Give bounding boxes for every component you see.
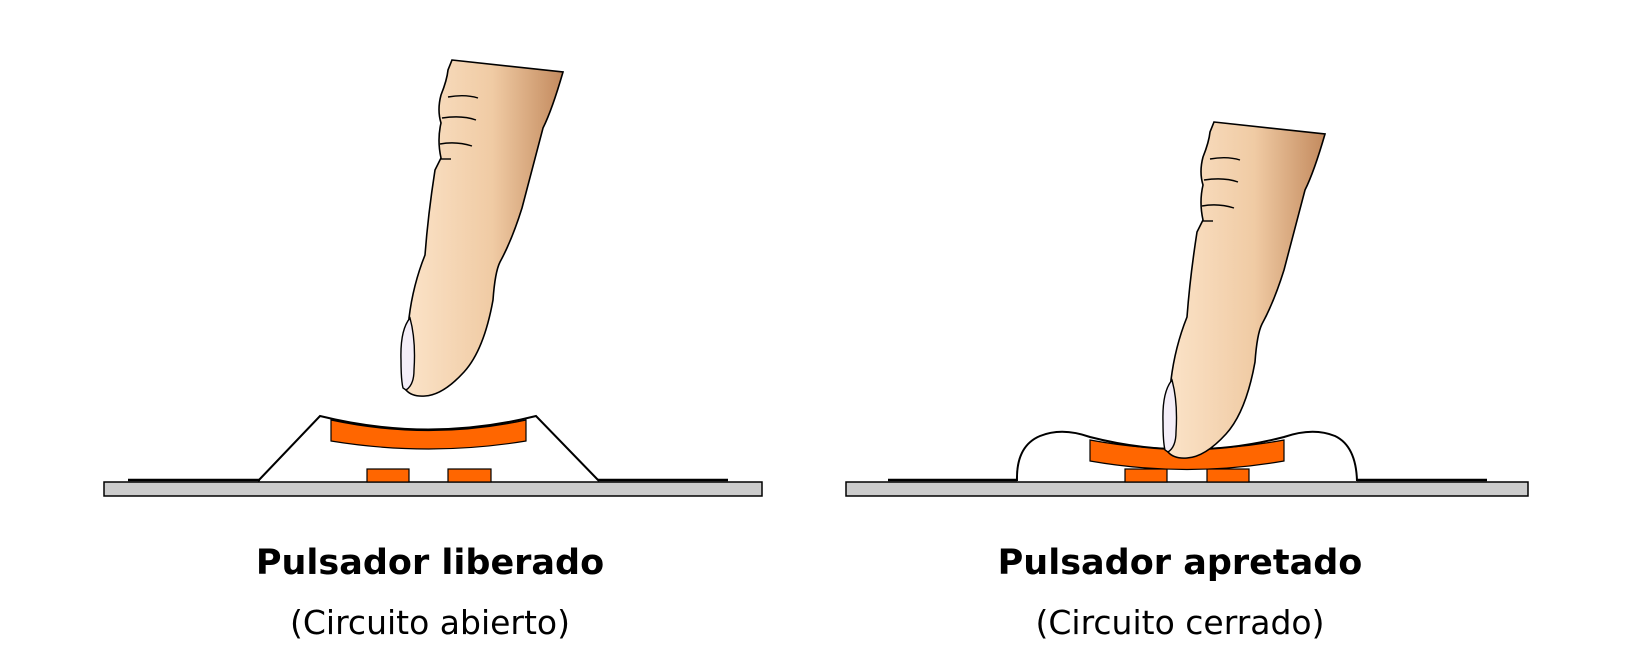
released-button-illustration (103, 59, 763, 497)
caption-pressed-subtitle: (Circuito cerrado) (1035, 603, 1325, 642)
caption-released-title: Pulsador liberado (255, 543, 605, 583)
fixed-contact-right-r (1206, 468, 1250, 483)
caption-released: Pulsador liberado (Circuito abierto) (130, 543, 730, 643)
caption-pressed-title: Pulsador apretado (997, 543, 1363, 583)
fixed-contact-left-r (1124, 468, 1168, 483)
caption-released-subtitle: (Circuito abierto) (290, 603, 570, 642)
fixed-contact-left (366, 468, 410, 483)
finger-right (1162, 121, 1326, 459)
base-board-right (845, 481, 1529, 497)
caption-pressed: Pulsador apretado (Circuito cerrado) (880, 543, 1480, 643)
movable-contact-released (330, 419, 527, 450)
base-board-left (103, 481, 763, 497)
finger-left (400, 59, 564, 397)
pressed-button-illustration (845, 121, 1529, 497)
button-dome-released (257, 414, 600, 482)
fixed-contact-right (447, 468, 492, 483)
